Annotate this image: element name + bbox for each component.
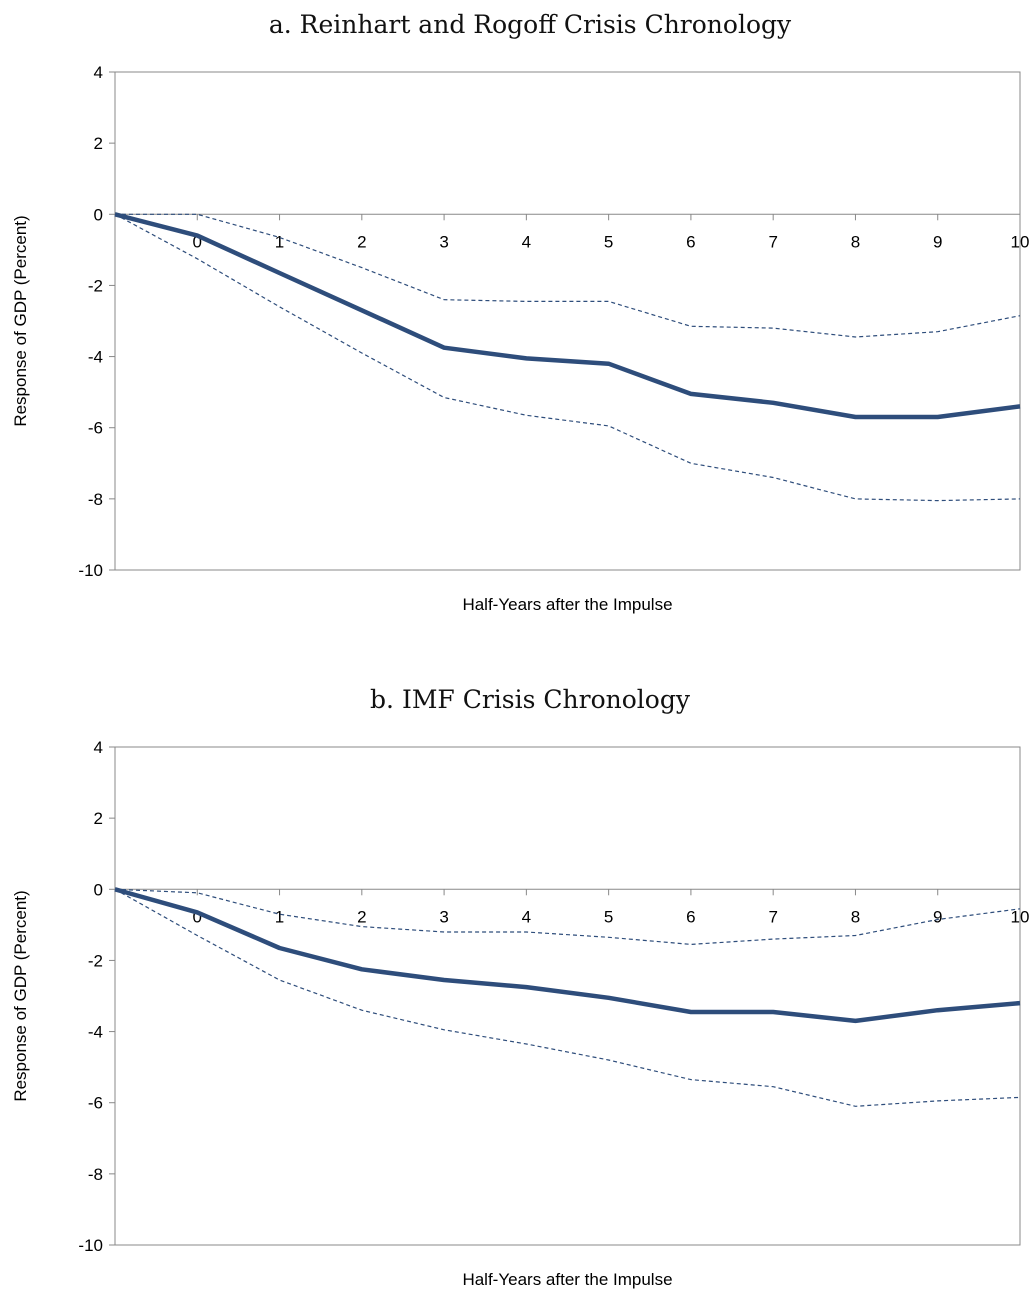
chart-panel-b: b. IMF Crisis Chronology 4 2 0 -2 -4 -6 -8 -10 0… bbox=[0, 675, 1034, 1290]
x-tick-label: 0 bbox=[193, 907, 202, 926]
x-tick-label: 0 bbox=[193, 232, 202, 251]
chart-title: b. IMF Crisis Chronology bbox=[370, 685, 690, 714]
line-chart-b: 4 2 0 -2 -4 -6 -8 -10 0 1 2 3 4 5 6 7 8 9 10 Half-Years aft… bbox=[11, 738, 1030, 1289]
x-tick-label: 2 bbox=[357, 232, 366, 251]
y-tick-label: -4 bbox=[88, 1023, 103, 1042]
series-line-estimate bbox=[114, 887, 1021, 1024]
x-tick-label: 4 bbox=[522, 232, 531, 251]
x-tick-label: 6 bbox=[686, 232, 695, 251]
y-tick-label: -6 bbox=[88, 419, 103, 438]
line-chart-a: 4 2 0 -2 -4 -6 -8 -10 0 1 2 3 4 5 6 7 8 9 10 Half-Years aft… bbox=[11, 63, 1030, 614]
y-tick-label: -10 bbox=[78, 1236, 103, 1255]
y-axis-label: Response of GDP (Percent) bbox=[11, 890, 30, 1101]
y-tick-label: -4 bbox=[88, 348, 103, 367]
x-tick-label: 8 bbox=[851, 232, 860, 251]
y-tick-label: 2 bbox=[94, 134, 103, 153]
y-tick-label: 0 bbox=[94, 880, 103, 899]
y-axis-label: Response of GDP (Percent) bbox=[11, 215, 30, 426]
x-tick-label: 7 bbox=[768, 907, 777, 926]
x-tick-label: 2 bbox=[357, 907, 366, 926]
x-tick-label: 7 bbox=[768, 232, 777, 251]
series-line-estimate bbox=[114, 212, 1021, 420]
plot-area bbox=[114, 71, 1021, 571]
x-tick-label: 5 bbox=[604, 907, 613, 926]
y-tick-label: -2 bbox=[88, 951, 103, 970]
x-tick-label: 3 bbox=[439, 907, 448, 926]
x-tick-label: 1 bbox=[275, 232, 284, 251]
series-line-confidence-band bbox=[114, 888, 1021, 1107]
x-tick-label: 6 bbox=[686, 907, 695, 926]
y-tick-label: -10 bbox=[78, 561, 103, 580]
y-tick-label: -2 bbox=[88, 276, 103, 295]
x-axis-label: Half-Years after the Impulse bbox=[462, 595, 672, 614]
x-tick-label: 3 bbox=[439, 232, 448, 251]
x-tick-label: 1 bbox=[275, 907, 284, 926]
series-line-confidence-band bbox=[114, 213, 1021, 338]
x-tick-label: 4 bbox=[522, 907, 531, 926]
y-tick-label: 4 bbox=[94, 63, 103, 82]
y-tick-label: -8 bbox=[88, 1165, 103, 1184]
chart-title: a. Reinhart and Rogoff Crisis Chronology bbox=[268, 10, 792, 39]
x-tick-label: 5 bbox=[604, 232, 613, 251]
x-tick-label: 10 bbox=[1011, 907, 1030, 926]
x-tick-label: 10 bbox=[1011, 232, 1030, 251]
chart-panel-a: a. Reinhart and Rogoff Crisis Chronology… bbox=[11, 10, 1030, 614]
x-tick-label: 9 bbox=[933, 232, 942, 251]
y-tick-label: 2 bbox=[94, 809, 103, 828]
series-line-confidence-band bbox=[114, 213, 1021, 502]
plot-area bbox=[114, 746, 1021, 1246]
y-tick-label: -6 bbox=[88, 1094, 103, 1113]
y-tick-label: 0 bbox=[94, 205, 103, 224]
y-tick-label: -8 bbox=[88, 490, 103, 509]
x-tick-label: 8 bbox=[851, 907, 860, 926]
x-tick-label: 9 bbox=[933, 907, 942, 926]
y-tick-label: 4 bbox=[94, 738, 103, 757]
x-axis-label: Half-Years after the Impulse bbox=[462, 1270, 672, 1289]
series-line-confidence-band bbox=[114, 888, 1021, 945]
